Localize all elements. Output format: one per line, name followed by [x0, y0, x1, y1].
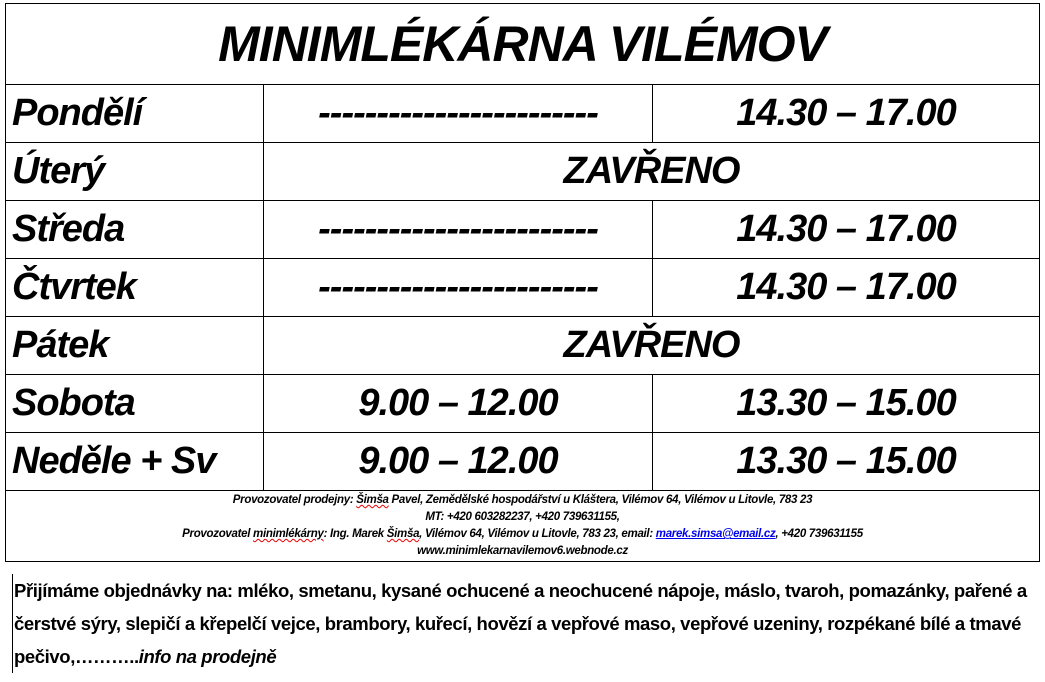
- day-name: Neděle + Sv: [5, 432, 264, 491]
- email-link[interactable]: marek.simsa@email.cz: [655, 528, 776, 540]
- morning-hours: ------------------------: [263, 84, 653, 143]
- operator-info: Provozovatel prodejny: Šimša Pavel, Země…: [5, 490, 1040, 562]
- page-title: MINIMLÉKÁRNA VILÉMOV: [5, 3, 1040, 85]
- operator-name: Šimša: [356, 494, 389, 506]
- morning-hours: 9.00 – 12.00: [263, 432, 653, 491]
- orders-paragraph: Přijímáme objednávky na: mléko, smetanu,…: [12, 574, 1039, 673]
- schedule-row: Čtvrtek ------------------------ 14.30 – 1…: [5, 258, 1040, 317]
- operator2-text: Provozovatel: [182, 528, 254, 540]
- schedule-row: Pondělí ------------------------ 14.30 – 1…: [5, 84, 1040, 143]
- website: www.minimlekarnavilemov6.webnode.cz: [417, 545, 628, 557]
- schedule-row: Sobota 9.00 – 12.00 13.30 – 15.00: [5, 374, 1040, 433]
- schedule-row: Úterý ZAVŘENO: [5, 142, 1040, 201]
- schedule-row: Středa ------------------------ 14.30 – 17…: [5, 200, 1040, 259]
- operator2-phone: , +420 739631155: [775, 528, 863, 540]
- afternoon-hours: 14.30 – 17.00: [652, 200, 1040, 259]
- day-name: Sobota: [5, 374, 264, 433]
- schedule-row: Pátek ZAVŘENO: [5, 316, 1040, 375]
- afternoon-hours: 14.30 – 17.00: [652, 84, 1040, 143]
- closed-label: ZAVŘENO: [263, 142, 1040, 201]
- orders-info: info na prodejně: [138, 646, 277, 667]
- closed-label: ZAVŘENO: [263, 316, 1040, 375]
- operator2-name: Šimša: [386, 528, 420, 540]
- morning-hours: ------------------------: [263, 258, 653, 317]
- morning-hours: 9.00 – 12.00: [263, 374, 653, 433]
- operator-address: Pavel, Zemědělské hospodářství u Klášter…: [388, 494, 813, 506]
- day-name: Pondělí: [5, 84, 264, 143]
- day-name: Středa: [5, 200, 264, 259]
- operator2-word: minimlékárny: [253, 528, 324, 540]
- afternoon-hours: 14.30 – 17.00: [652, 258, 1040, 317]
- operator2-address: , Vilémov 64, Vilémov u Litovle, 783 23,…: [419, 528, 656, 540]
- operator2-title: : Ing. Marek: [323, 528, 387, 540]
- day-name: Čtvrtek: [5, 258, 264, 317]
- schedule-row: Neděle + Sv 9.00 – 12.00 13.30 – 15.00: [5, 432, 1040, 491]
- morning-hours: ------------------------: [263, 200, 653, 259]
- day-name: Pátek: [5, 316, 264, 375]
- day-name: Úterý: [5, 142, 264, 201]
- opening-hours-table: MINIMLÉKÁRNA VILÉMOV Pondělí ------------…: [5, 3, 1040, 562]
- operator-text: Provozovatel prodejny:: [232, 494, 357, 506]
- afternoon-hours: 13.30 – 15.00: [652, 432, 1040, 491]
- phone-numbers: MT: +420 603282237, +420 739631155,: [425, 511, 620, 523]
- afternoon-hours: 13.30 – 15.00: [652, 374, 1040, 433]
- orders-text: Přijímáme objednávky na: mléko, smetanu,…: [14, 580, 1027, 667]
